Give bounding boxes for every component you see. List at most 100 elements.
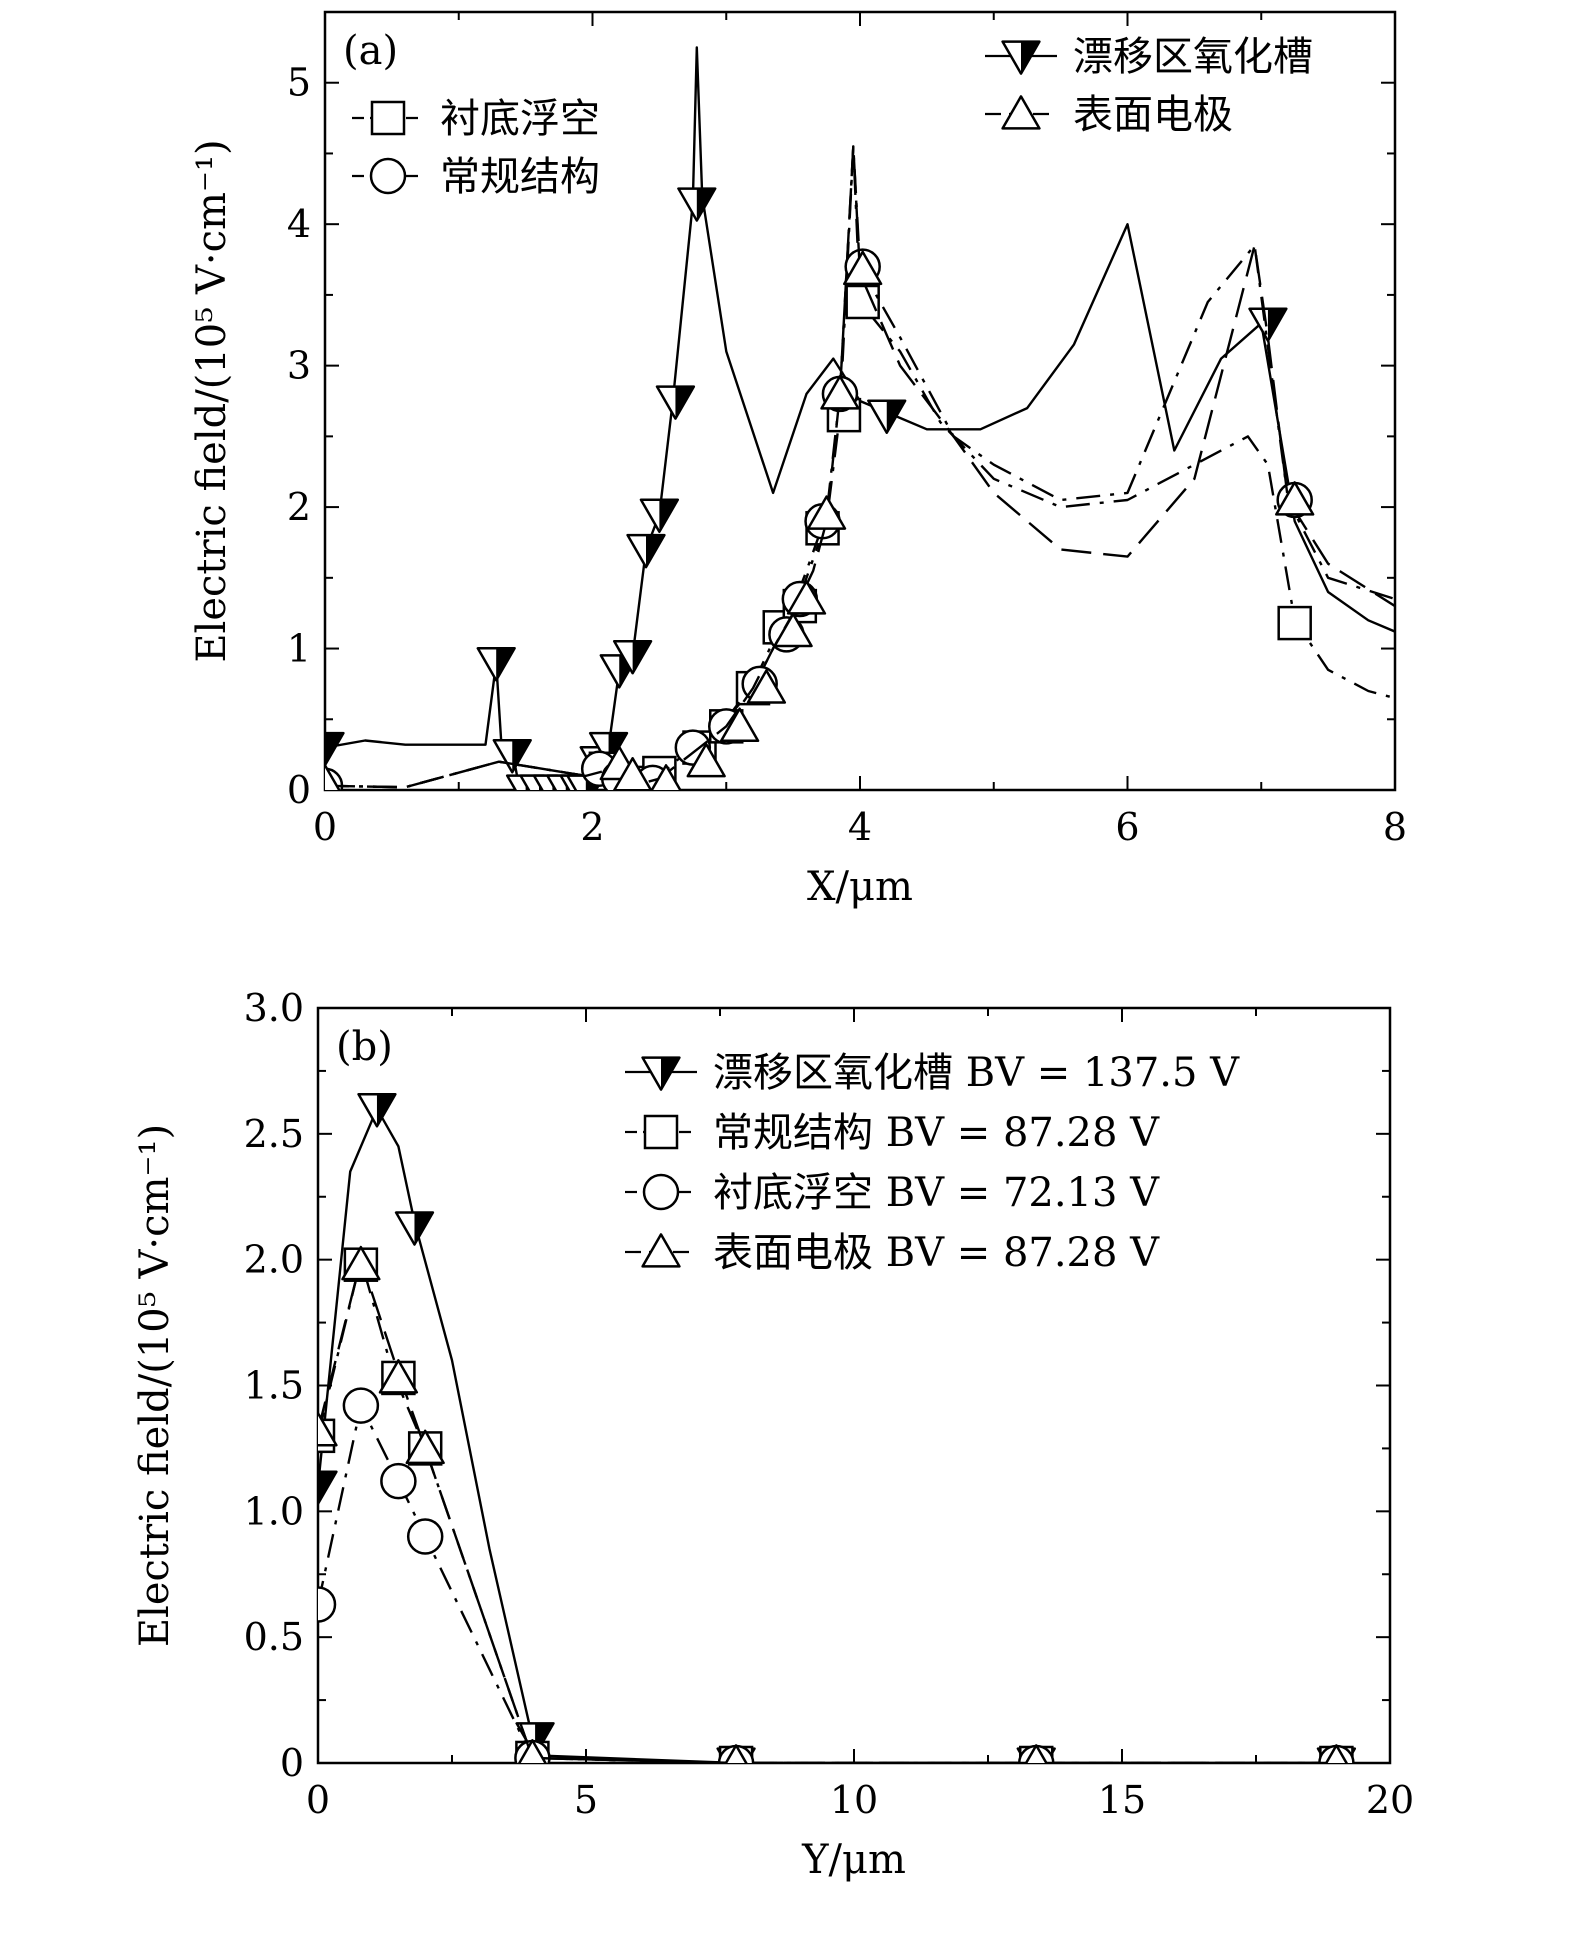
chart-panel-b: 0 5 10 15 20 0 0.5 1.0 1.5 2.0 2.5 3.0 Y/μm Electric … [132, 986, 1414, 1883]
panel-a-xtick-label-4: 8 [1383, 805, 1407, 849]
panel-a-series-0-point-13 [626, 533, 666, 569]
panel-b-ytick-label-3: 1.5 [244, 1364, 304, 1408]
panel-a-series-3-point-9 [806, 495, 847, 530]
panel-b-ytick-label-5: 2.5 [244, 1112, 304, 1156]
panel-b-series-line-3 [318, 1258, 1337, 1763]
panel-a-legend-label-1: 常规结构 [440, 154, 600, 200]
panel-b-series-3-point-4 [517, 1739, 547, 1763]
panel-a-series-2 [325, 145, 1395, 790]
panel-a-series-0-point-0-fill [325, 733, 344, 766]
panel-b-xtick-label-1: 5 [574, 1778, 598, 1822]
panel-a-series-3-point-6 [746, 669, 787, 704]
panel-b-legend-label-0: 漂移区氧化槽 BV = 137.5 V [713, 1050, 1240, 1096]
panel-b-series-1 [318, 1247, 1354, 1763]
panel-b-legend-marker-2 [642, 1173, 680, 1211]
panel-a-ytick-label-3: 3 [287, 344, 311, 388]
panel-b-series-3-point-6 [1024, 1744, 1048, 1763]
panel-a-xtick-label-3: 6 [1115, 805, 1139, 849]
panel-b-xtick-label-3: 15 [1098, 1778, 1146, 1822]
panel-b-legend-entry-1: 常规结构 BV = 87.28 V [625, 1110, 1160, 1156]
panel-a-ytick-label-1: 1 [287, 627, 311, 671]
panel-b-series-0-point-2-fill [414, 1212, 433, 1245]
panel-b-series-0-point-1 [357, 1093, 397, 1128]
panel-b-x-axis-title: Y/μm [801, 1837, 906, 1883]
panel-a-legend-entry-2: 漂移区氧化槽 [985, 34, 1313, 80]
panel-b-series-2 [318, 1387, 1355, 1763]
panel-a-series-3-point-8 [786, 580, 827, 615]
panel-a-series-3-point-12 [1275, 481, 1315, 516]
panel-a-series-3-point-11 [843, 250, 883, 286]
panel-b-series-2-point-1 [342, 1387, 380, 1424]
panel-a-series-1-point-11 [1277, 605, 1312, 641]
panel-b-series-0-point-2 [394, 1211, 435, 1246]
panel-a-series-3-point-0 [325, 764, 341, 790]
panel-b-series-0-point-0-fill [318, 1471, 337, 1504]
panel-a-series-3-point-2 [613, 757, 653, 790]
panel-a-series-0-point-17-fill [886, 400, 906, 433]
panel-b-series-line-1 [318, 1258, 1337, 1763]
panel-a-series-line-3 [325, 145, 1395, 789]
panel-a-series-0-point-0 [325, 731, 345, 767]
panel-b-legend-entry-2: 衬底浮空 BV = 72.13 V [625, 1170, 1160, 1216]
panel-b-series-3 [318, 1245, 1348, 1763]
panel-a-series-0-point-14 [639, 498, 680, 534]
panel-a-y-axis-title: Electric field/(10⁵ V·cm⁻¹) [189, 139, 235, 662]
panel-a-legend-marker-2-fill [1021, 41, 1040, 74]
panel-a-series-line-2 [325, 145, 1395, 789]
panel-a-ytick-label-0: 0 [287, 768, 311, 812]
panel-a-series-0-point-12-fill [632, 641, 652, 674]
panel-b-panel-label: (b) [336, 1024, 393, 1070]
panel-a-series-1 [325, 145, 1395, 790]
panel-b-series-2-point-0 [318, 1586, 337, 1623]
panel-a-series-0-point-17 [867, 399, 907, 434]
panel-a-series-3-point-4 [686, 742, 726, 778]
panel-a-series-3-point-10 [820, 375, 860, 410]
panel-a-ytick-label-2: 2 [287, 485, 311, 529]
panel-b-series-3-point-5 [724, 1744, 748, 1763]
panel-b-legend-label-2: 衬底浮空 BV = 72.13 V [713, 1170, 1160, 1216]
panel-a-series-0-point-15-fill [675, 386, 694, 419]
panel-b-legend-entry-0: 漂移区氧化槽 BV = 137.5 V [625, 1050, 1240, 1096]
panel-b-legend-marker-0-fill [661, 1057, 680, 1090]
panel-a-series-0-point-18 [1248, 307, 1288, 343]
panel-b-ytick-label-2: 1.0 [244, 1489, 304, 1533]
panel-a-legend-entry-3: 表面电极 [985, 92, 1233, 138]
panel-a-x-axis-title: X/μm [807, 864, 913, 910]
panel-b-series-3-point-3 [405, 1429, 445, 1465]
panel-a-xtick-label-1: 2 [580, 805, 604, 849]
panel-b-xtick-label-4: 20 [1366, 1778, 1414, 1822]
panel-b-legend-marker-3 [641, 1233, 681, 1268]
panel-a-legend-label-3: 表面电极 [1073, 92, 1233, 138]
panel-a-xtick-label-2: 4 [848, 805, 872, 849]
panel-a-series-3-point-7 [773, 612, 813, 648]
panel-b-series-0-point-0 [318, 1470, 338, 1506]
panel-b-series-3-point-7 [1324, 1744, 1348, 1763]
panel-b-series-3-point-1 [341, 1245, 381, 1281]
panel-b-legend-marker-0 [641, 1056, 681, 1091]
panel-a-legend-marker-0 [370, 100, 406, 136]
panel-a-legend-marker-1 [369, 157, 407, 195]
panel-a-panel-label: (a) [343, 28, 398, 74]
chart-panel-a: 0 2 4 6 8 0 1 2 3 4 5 X/μm Electric field/(10⁵ V·cm⁻… [189, 10, 1407, 910]
panel-a-series-1-point-10 [845, 284, 880, 320]
panel-a-series-0-point-12 [612, 639, 653, 675]
panel-a-legend-label-0: 衬底浮空 [440, 96, 600, 142]
panel-a-xtick-label-0: 0 [313, 805, 337, 849]
panel-b-series-3-point-0 [318, 1411, 338, 1447]
panel-a-series-3-point-3 [650, 764, 682, 790]
panel-a-legend-entry-1: 常规结构 [352, 154, 600, 200]
panel-b-xtick-label-2: 10 [830, 1778, 878, 1822]
panel-a-ytick-label-4: 4 [287, 202, 311, 246]
panel-b-ytick-label-1: 0.5 [244, 1615, 304, 1659]
panel-b-series-2-point-3 [406, 1518, 444, 1555]
panel-b-xtick-label-0: 0 [306, 1778, 330, 1822]
panel-a-series-3 [325, 145, 1395, 790]
panel-a-series-0-point-2 [492, 738, 532, 774]
panel-b-ytick-label-6: 3.0 [244, 986, 304, 1030]
panel-b-legend-entry-3: 表面电极 BV = 87.28 V [625, 1230, 1160, 1276]
panel-b-legend-label-3: 表面电极 BV = 87.28 V [713, 1230, 1160, 1276]
panel-a-series-0-point-16-fill [696, 188, 716, 221]
panel-a-legend-label-2: 漂移区氧化槽 [1073, 34, 1313, 80]
panel-b-series-2-point-2 [380, 1462, 417, 1500]
